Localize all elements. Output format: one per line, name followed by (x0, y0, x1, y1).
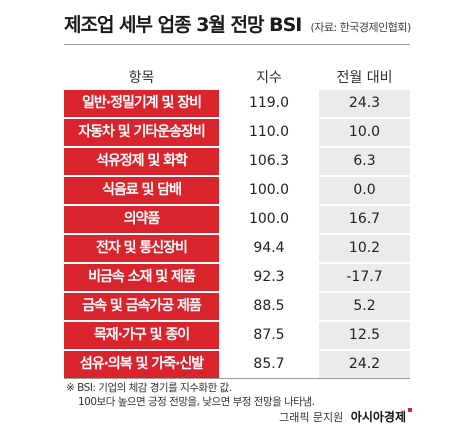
table-row: 섬유·의복 및 가죽·신발 85.7 24.2 (64, 351, 410, 378)
row-index-value: 87.5 (221, 322, 317, 349)
credit: 그래픽 문지원 아시아경제 (279, 408, 412, 425)
row-item-label: 전자 및 통신장비 (64, 235, 219, 262)
table-row: 자동차 및 기타운송장비 110.0 10.0 (64, 119, 410, 146)
row-item-label: 의약품 (64, 206, 219, 233)
row-item-label: 금속 및 금속가공 제품 (64, 293, 219, 320)
footnote-line-1: ※ BSI: 기업의 체감 경기를 지수화한 값. (66, 382, 232, 394)
row-index-value: 100.0 (221, 206, 317, 233)
table-row: 식음료 및 담배 100.0 0.0 (64, 177, 410, 204)
row-index-value: 88.5 (221, 293, 317, 320)
row-item-label: 식음료 및 담배 (64, 177, 219, 204)
table-row: 석유정제 및 화학 106.3 6.3 (64, 148, 410, 175)
table-row: 비금속 소재 및 제품 92.3 -17.7 (64, 264, 410, 291)
table-row: 목재·가구 및 종이 87.5 12.5 (64, 322, 410, 349)
table-row: 의약품 100.0 16.7 (64, 206, 410, 233)
table-row: 일반·정밀기계 및 장비 119.0 24.3 (64, 90, 410, 117)
title-row: 제조업 세부 업종 3월 전망 BSI (자료: 한국경제인협회) (64, 10, 464, 40)
row-change-value: -17.7 (319, 264, 410, 291)
source-note: (자료: 한국경제인협회) (310, 21, 411, 34)
row-index-value: 85.7 (221, 351, 317, 378)
row-index-value: 92.3 (221, 264, 317, 291)
row-change-value: 5.2 (319, 293, 410, 320)
column-header-change: 전월 대비 (336, 70, 393, 86)
row-change-value: 10.0 (319, 119, 410, 146)
row-change-value: 10.2 (319, 235, 410, 262)
row-change-value: 0.0 (319, 177, 410, 204)
row-item-label: 목재·가구 및 종이 (64, 322, 219, 349)
row-index-value: 100.0 (221, 177, 317, 204)
row-change-value: 16.7 (319, 206, 410, 233)
row-index-value: 119.0 (221, 90, 317, 117)
row-item-label: 섬유·의복 및 가죽·신발 (64, 351, 219, 378)
row-item-label: 일반·정밀기계 및 장비 (64, 90, 219, 117)
column-header-item: 항목 (128, 70, 155, 86)
row-index-value: 106.3 (221, 148, 317, 175)
table-row: 금속 및 금속가공 제품 88.5 5.2 (64, 293, 410, 320)
footnote-line-2: 100보다 높으면 긍정 전망을, 낮으면 부정 전망을 나타냄. (78, 396, 315, 408)
row-change-value: 12.5 (319, 322, 410, 349)
bsi-table: 일반·정밀기계 및 장비 119.0 24.3 자동차 및 기타운송장비 110.0 10… (64, 90, 410, 380)
row-change-value: 6.3 (319, 148, 410, 175)
row-item-label: 자동차 및 기타운송장비 (64, 119, 219, 146)
credit-text: 그래픽 문지원 (279, 411, 344, 424)
row-item-label: 석유정제 및 화학 (64, 148, 219, 175)
row-index-value: 110.0 (221, 119, 317, 146)
table-row: 전자 및 통신장비 94.4 10.2 (64, 235, 410, 262)
title-divider (64, 44, 410, 45)
brand-mark-icon (408, 408, 412, 412)
row-change-value: 24.3 (319, 90, 410, 117)
row-index-value: 94.4 (221, 235, 317, 262)
row-change-value: 24.2 (319, 351, 410, 378)
column-header-index: 지수 (256, 70, 282, 86)
row-item-label: 비금속 소재 및 제품 (64, 264, 219, 291)
footer-divider (64, 378, 410, 379)
table-header: 항목 지수 전월 대비 (64, 66, 410, 90)
brand-logo: 아시아경제 (350, 410, 406, 424)
chart-title: 제조업 세부 업종 3월 전망 BSI (64, 14, 302, 36)
